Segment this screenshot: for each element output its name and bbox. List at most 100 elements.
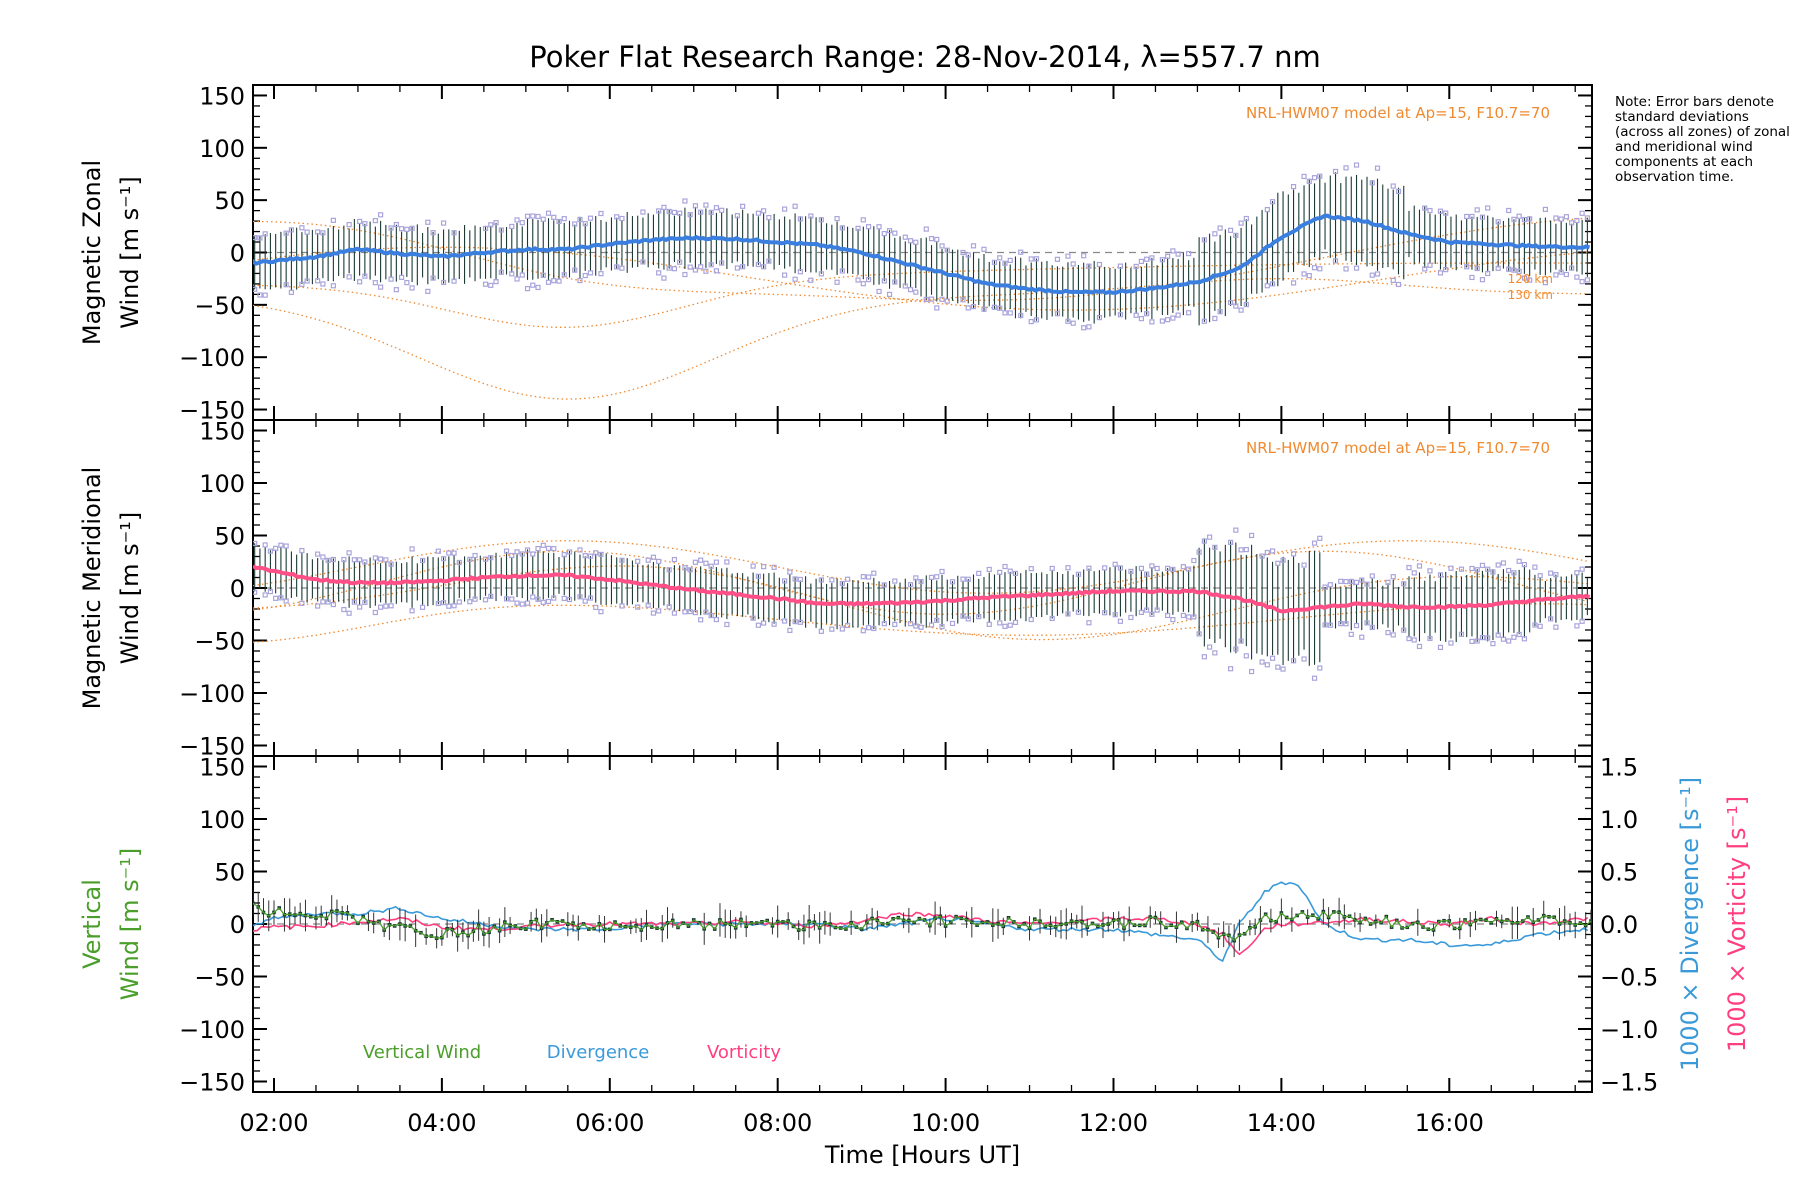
sample-marker xyxy=(1128,614,1134,621)
sample-marker xyxy=(666,604,672,610)
sample-marker xyxy=(598,609,604,615)
sample-marker xyxy=(346,221,352,228)
sample-marker xyxy=(713,616,720,623)
sample-marker xyxy=(1033,317,1040,323)
sample-marker xyxy=(991,304,998,310)
y2-tick-label: 0.5 xyxy=(1600,859,1638,887)
sample-marker xyxy=(661,275,667,281)
sample-marker xyxy=(886,291,893,298)
sample-marker xyxy=(530,213,536,219)
sample-marker xyxy=(472,596,478,602)
sample-marker xyxy=(566,596,573,603)
sample-marker xyxy=(451,278,457,284)
sample-marker xyxy=(1458,566,1465,572)
sample-marker xyxy=(320,230,326,236)
sample-marker xyxy=(1065,318,1071,324)
sample-marker xyxy=(1527,216,1533,222)
sample-marker xyxy=(1248,668,1255,675)
sample-marker xyxy=(928,574,935,581)
sample-marker xyxy=(703,268,709,274)
sample-marker xyxy=(1144,256,1150,262)
sample-marker xyxy=(1416,643,1423,650)
sample-marker xyxy=(440,599,447,606)
sample-marker xyxy=(981,306,987,312)
sample-marker xyxy=(341,556,347,563)
sample-marker xyxy=(687,264,693,270)
sample-marker xyxy=(1532,564,1538,570)
sample-marker xyxy=(892,578,898,584)
y-tick-label: −150 xyxy=(179,733,245,761)
sample-marker xyxy=(944,247,950,253)
sample-marker xyxy=(907,238,914,244)
sample-marker xyxy=(923,226,929,232)
sample-marker xyxy=(1248,532,1255,539)
sample-marker xyxy=(577,594,583,600)
y-axis-label-zonal: Magnetic Zonal Wind [m s⁻¹] xyxy=(78,160,144,345)
sample-marker xyxy=(1196,549,1202,555)
sample-marker xyxy=(792,276,798,282)
sample-marker xyxy=(1506,207,1512,214)
sample-marker xyxy=(682,565,688,571)
sample-marker xyxy=(524,547,531,553)
sample-marker xyxy=(1485,566,1491,572)
sample-marker xyxy=(713,559,720,565)
sample-marker xyxy=(1081,325,1087,331)
sample-marker xyxy=(1149,255,1155,261)
sample-marker xyxy=(409,546,415,552)
sample-marker xyxy=(708,563,714,569)
sample-marker xyxy=(1506,266,1512,272)
sample-marker xyxy=(1516,268,1522,274)
sample-marker xyxy=(687,567,693,573)
sample-marker xyxy=(299,600,305,606)
sample-marker xyxy=(876,288,882,295)
sample-marker xyxy=(1521,216,1528,223)
sample-marker xyxy=(362,221,368,227)
sample-marker xyxy=(398,226,405,232)
sample-marker xyxy=(755,210,761,216)
sample-marker xyxy=(761,208,767,214)
y-axis-label-vertical: Vertical Wind [m s⁻¹] xyxy=(78,848,144,1000)
sample-marker xyxy=(656,208,662,214)
sample-marker xyxy=(1495,265,1501,271)
sample-marker xyxy=(949,620,956,627)
y2-tick-label: −1.0 xyxy=(1600,1016,1658,1044)
sample-marker xyxy=(1443,267,1449,273)
sample-marker xyxy=(446,603,452,609)
sample-marker xyxy=(939,623,945,630)
sample-marker xyxy=(1553,215,1559,221)
sample-marker xyxy=(346,550,352,556)
y-tick-label: −50 xyxy=(194,292,245,320)
sample-marker xyxy=(388,276,394,282)
sample-marker xyxy=(1558,269,1564,275)
sample-marker xyxy=(1144,571,1150,577)
sample-marker xyxy=(398,274,405,281)
sample-marker xyxy=(388,603,394,609)
sample-marker xyxy=(713,268,720,274)
sample-marker xyxy=(740,203,746,209)
sample-marker xyxy=(1479,635,1486,641)
y-axis-label-line: Magnetic Zonal xyxy=(78,160,106,345)
sample-marker xyxy=(262,231,268,237)
sample-marker xyxy=(619,603,625,609)
sample-marker xyxy=(1217,309,1223,315)
sample-marker xyxy=(1511,634,1517,640)
sample-marker xyxy=(267,548,274,554)
sample-marker xyxy=(965,616,971,622)
sample-marker xyxy=(939,243,945,249)
sample-marker xyxy=(1207,534,1213,540)
sample-marker xyxy=(593,550,599,556)
sample-marker xyxy=(1427,262,1433,268)
sample-marker xyxy=(1427,207,1433,214)
sample-marker xyxy=(818,217,824,223)
sample-marker xyxy=(1049,565,1055,572)
sample-marker xyxy=(640,209,646,215)
sample-marker xyxy=(1327,582,1333,588)
sample-marker xyxy=(503,548,510,554)
sample-marker xyxy=(839,268,845,274)
x-tick-label: 10:00 xyxy=(911,1109,980,1137)
sample-marker xyxy=(703,609,709,615)
sample-marker xyxy=(425,219,431,225)
sample-marker xyxy=(671,209,678,216)
sample-marker xyxy=(960,249,966,256)
sample-marker xyxy=(865,224,872,230)
